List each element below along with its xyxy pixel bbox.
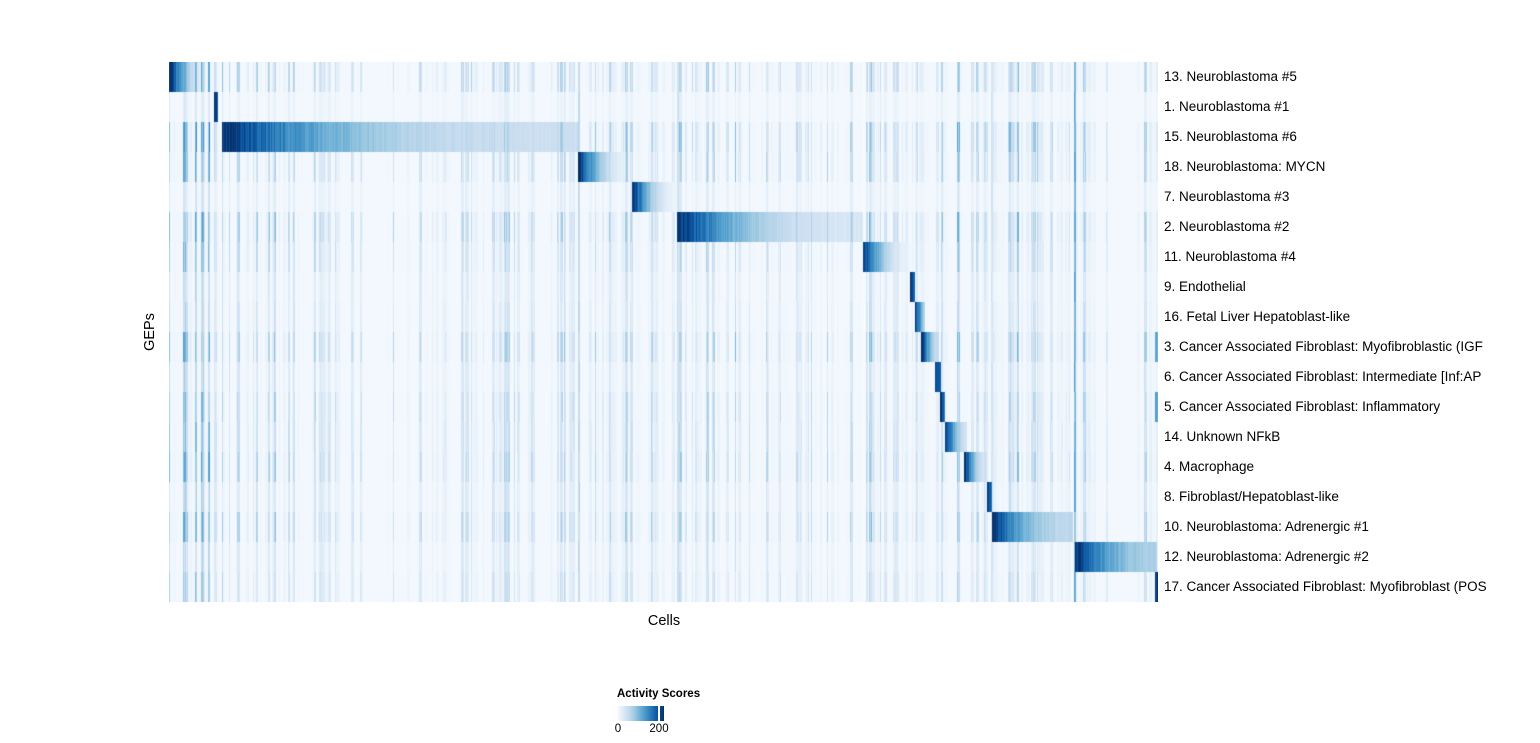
row-label: 15. Neuroblastoma #6 [1164,129,1297,144]
row-label: 5. Cancer Associated Fibroblast: Inflamm… [1164,399,1441,414]
legend-tick-label-0: 0 [614,723,622,735]
legend-tick-label-200: 200 [649,723,669,735]
row-label: 17. Cancer Associated Fibroblast: Myofib… [1164,579,1487,594]
heatmap-canvas [169,62,1158,602]
y-axis-title: GEPs [142,313,158,351]
legend-tick-200-marker [658,706,660,721]
row-label: 3. Cancer Associated Fibroblast: Myofibr… [1164,339,1483,354]
row-label: 4. Macrophage [1164,459,1255,474]
legend-gradient-bar [617,706,664,721]
row-label: 16. Fetal Liver Hepatoblast-like [1164,309,1351,324]
row-label: 18. Neuroblastoma: MYCN [1164,159,1326,174]
row-label: 1. Neuroblastoma #1 [1164,99,1290,114]
row-label: 6. Cancer Associated Fibroblast: Interme… [1164,369,1482,384]
row-label: 10. Neuroblastoma: Adrenergic #1 [1164,519,1369,534]
legend: Activity Scores 0 200 [614,688,777,740]
row-label: 11. Neuroblastoma #4 [1164,249,1296,264]
row-labels: 13. Neuroblastoma #5 1. Neuroblastoma #1 1… [1164,62,1540,602]
legend-title: Activity Scores [617,688,701,700]
row-label: 7. Neuroblastoma #3 [1164,189,1290,204]
row-label: 14. Unknown NFkB [1164,429,1281,444]
row-label: 2. Neuroblastoma #2 [1164,219,1290,234]
row-label: 12. Neuroblastoma: Adrenergic #2 [1164,549,1369,564]
row-label: 9. Endothelial [1164,279,1246,294]
row-label: 13. Neuroblastoma #5 [1164,69,1297,84]
row-label: 8. Fibroblast/Hepatoblast-like [1164,489,1339,504]
x-axis-title: Cells [647,613,681,629]
